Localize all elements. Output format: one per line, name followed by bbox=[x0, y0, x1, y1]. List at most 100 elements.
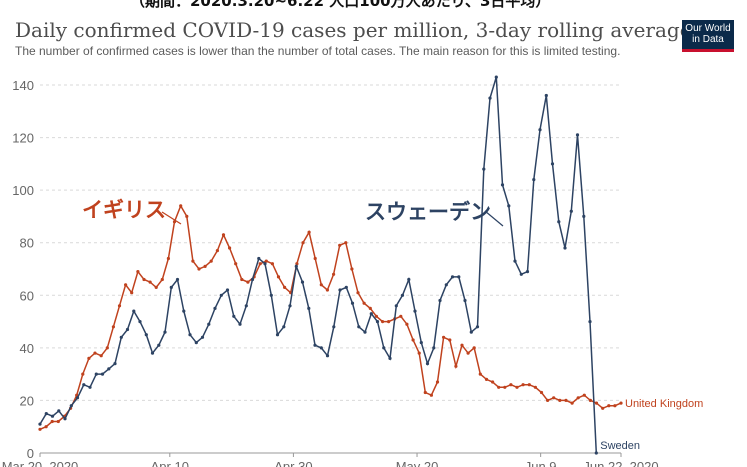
data-point bbox=[263, 262, 267, 266]
data-point bbox=[69, 404, 73, 408]
x-axis-ticks: Mar 20, 2020 Apr 10 Apr 30 May 20 Jun 9 Jun 2… bbox=[2, 453, 659, 467]
data-point bbox=[163, 330, 167, 334]
data-point bbox=[399, 314, 403, 318]
data-point bbox=[124, 283, 128, 287]
data-point bbox=[301, 241, 305, 245]
grid-lines bbox=[40, 84, 621, 454]
data-point bbox=[494, 75, 498, 79]
data-point bbox=[87, 356, 91, 360]
data-point bbox=[558, 398, 562, 402]
data-point bbox=[515, 385, 519, 389]
data-point bbox=[423, 390, 427, 395]
data-point bbox=[63, 417, 67, 421]
data-point bbox=[442, 335, 446, 339]
data-point bbox=[228, 246, 232, 250]
data-point bbox=[405, 322, 409, 326]
data-point bbox=[538, 128, 542, 132]
data-point bbox=[150, 351, 155, 355]
data-point bbox=[407, 277, 411, 282]
data-point bbox=[136, 270, 140, 274]
data-point bbox=[157, 343, 161, 347]
data-point bbox=[497, 385, 501, 389]
y-axis-ticks: 0 20 40 60 80 100 120 140 bbox=[12, 78, 34, 461]
data-point bbox=[125, 327, 130, 332]
data-point bbox=[472, 346, 476, 350]
data-point bbox=[550, 162, 555, 166]
data-point bbox=[50, 419, 54, 424]
data-point bbox=[88, 385, 92, 389]
data-point bbox=[482, 167, 486, 171]
data-point bbox=[344, 285, 348, 289]
data-point bbox=[56, 419, 60, 424]
data-point bbox=[142, 277, 146, 282]
data-point bbox=[388, 356, 392, 360]
x-tick-label: Apr 30 bbox=[274, 459, 312, 467]
data-point bbox=[475, 325, 480, 329]
uk-annotation-pointer bbox=[161, 211, 182, 225]
data-point bbox=[569, 209, 573, 213]
data-point bbox=[188, 333, 192, 337]
y-tick-label: 20 bbox=[20, 393, 34, 408]
data-point bbox=[478, 372, 482, 376]
data-point bbox=[244, 304, 248, 308]
data-point bbox=[257, 256, 261, 261]
owid-logo[interactable]: Our World in Data bbox=[682, 20, 734, 52]
data-point bbox=[382, 346, 386, 350]
data-point bbox=[387, 320, 391, 324]
data-point bbox=[44, 412, 48, 416]
data-point bbox=[619, 401, 623, 405]
series-end-label: Sweden bbox=[600, 440, 640, 452]
data-point bbox=[264, 259, 268, 263]
logo-line-2: in Data bbox=[692, 34, 724, 45]
data-point bbox=[307, 306, 311, 310]
data-point bbox=[527, 383, 531, 387]
data-point bbox=[594, 401, 599, 405]
data-point bbox=[503, 385, 507, 389]
chart-subtitle: The number of confirmed cases is lower t… bbox=[15, 44, 621, 58]
data-point bbox=[270, 262, 274, 266]
series-end-label: United Kingdom bbox=[625, 398, 703, 410]
data-point bbox=[374, 314, 378, 318]
data-point bbox=[368, 306, 372, 310]
data-point bbox=[582, 393, 586, 397]
data-point bbox=[219, 293, 223, 297]
data-point bbox=[444, 283, 448, 287]
data-point bbox=[557, 220, 561, 224]
data-point bbox=[582, 214, 586, 218]
data-point bbox=[50, 414, 55, 418]
data-point bbox=[356, 291, 360, 295]
data-point bbox=[552, 396, 556, 400]
data-point bbox=[160, 277, 164, 282]
data-point bbox=[450, 275, 455, 279]
data-point bbox=[275, 333, 280, 337]
data-point bbox=[200, 335, 205, 339]
data-point bbox=[203, 264, 207, 268]
x-tick-label: Jun 9 bbox=[525, 459, 557, 467]
data-point bbox=[350, 301, 355, 305]
uk-annotation: イギリス bbox=[82, 198, 166, 222]
data-point bbox=[250, 277, 255, 282]
x-tick-label: May 20 bbox=[396, 459, 439, 467]
x-tick-label: Mar 20, 2020 bbox=[2, 459, 79, 467]
data-point bbox=[307, 230, 311, 234]
data-point bbox=[57, 409, 61, 413]
data-point bbox=[182, 309, 186, 313]
data-point bbox=[419, 341, 423, 345]
data-point bbox=[432, 346, 436, 350]
data-point bbox=[154, 285, 158, 289]
data-point bbox=[417, 351, 421, 355]
data-point bbox=[169, 285, 173, 289]
data-point bbox=[546, 398, 550, 402]
data-point bbox=[213, 306, 217, 310]
data-point bbox=[411, 338, 415, 342]
data-point bbox=[179, 204, 183, 208]
y-tick-label: 120 bbox=[12, 131, 34, 146]
data-point bbox=[521, 383, 525, 387]
data-point bbox=[363, 330, 367, 334]
data-point bbox=[594, 451, 598, 455]
data-point bbox=[466, 351, 470, 355]
data-point bbox=[75, 396, 80, 400]
data-point bbox=[325, 288, 329, 292]
data-point bbox=[350, 267, 354, 271]
data-point bbox=[207, 322, 211, 326]
